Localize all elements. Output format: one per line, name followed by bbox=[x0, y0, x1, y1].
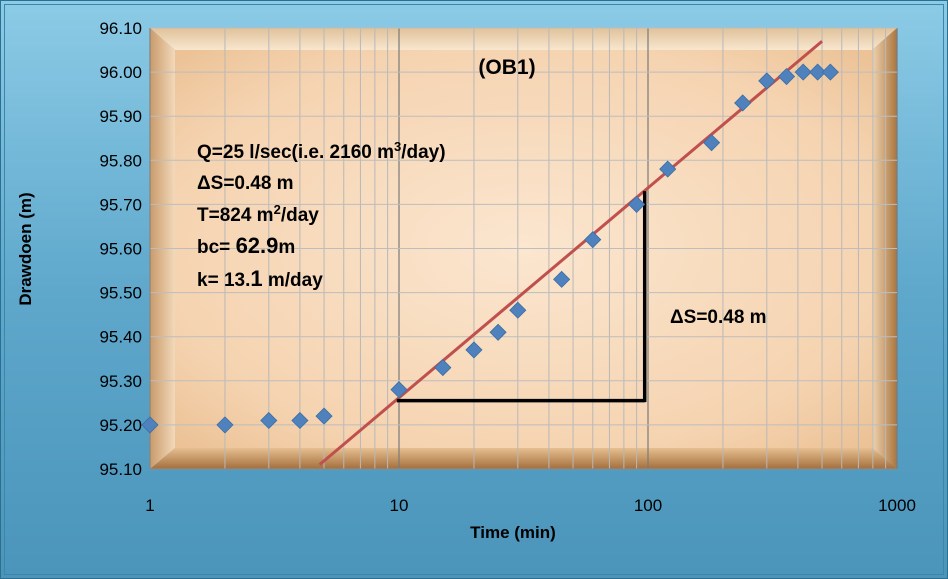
x-axis-title: Time (min) bbox=[470, 523, 556, 542]
y-tick-label: 95.60 bbox=[99, 240, 142, 259]
data-point bbox=[489, 323, 507, 341]
x-tick-label: 10 bbox=[390, 496, 409, 515]
x-tick-label: 1000 bbox=[878, 496, 916, 515]
bevel-bottom bbox=[150, 448, 897, 469]
y-tick-label: 95.40 bbox=[99, 328, 142, 347]
data-point bbox=[141, 416, 159, 434]
delta-marker-group bbox=[396, 191, 647, 403]
y-tick-label: 95.10 bbox=[99, 460, 142, 479]
annotation-k: k= 13.1 m/day bbox=[197, 266, 323, 291]
data-point bbox=[465, 341, 483, 359]
data-point bbox=[291, 411, 309, 430]
data-point bbox=[509, 301, 527, 319]
data-point bbox=[659, 160, 677, 178]
data-point bbox=[777, 67, 796, 86]
data-point bbox=[260, 411, 278, 430]
data-point bbox=[794, 63, 812, 81]
bevel-top bbox=[150, 28, 897, 50]
annotation-bc: bc= 62.9m bbox=[197, 233, 295, 258]
annotation-t: T=824 m2/day bbox=[197, 202, 319, 227]
y-tick-labels: 95.10 95.20 95.30 95.40 95.50 95.60 95.70 95.80… bbox=[99, 19, 142, 479]
y-tick-label: 95.30 bbox=[99, 372, 142, 391]
x-tick-labels: 1 10 100 1000 bbox=[145, 496, 916, 515]
chart-title: (OB1) bbox=[478, 56, 535, 79]
y-tick-label: 95.20 bbox=[99, 416, 142, 435]
data-point bbox=[584, 231, 602, 249]
fit-line-group bbox=[318, 40, 824, 466]
data-points bbox=[141, 63, 839, 434]
data-point bbox=[553, 270, 571, 288]
annotation-q: Q=25 l/sec(i.e. 2160 m3/day) bbox=[197, 139, 446, 164]
data-point bbox=[628, 195, 646, 213]
annotation-ds: ΔS=0.48 m bbox=[197, 173, 294, 194]
data-point bbox=[809, 63, 827, 81]
data-point bbox=[216, 416, 234, 434]
delta-s-label: ΔS=0.48 m bbox=[670, 307, 767, 328]
inner-frame-border bbox=[4, 4, 944, 575]
data-point bbox=[821, 63, 839, 81]
data-point bbox=[390, 381, 408, 399]
x-tick-label: 1 bbox=[145, 496, 154, 515]
data-point bbox=[734, 94, 752, 112]
data-point bbox=[315, 407, 333, 425]
y-tick-label: 95.90 bbox=[99, 107, 142, 126]
data-point bbox=[702, 134, 721, 152]
y-tick-label: 96.00 bbox=[99, 63, 142, 82]
data-point bbox=[758, 72, 776, 90]
y-tick-label: 95.50 bbox=[99, 284, 142, 303]
y-tick-label: 95.70 bbox=[99, 195, 142, 214]
y-tick-label: 96.10 bbox=[99, 19, 142, 38]
annotations: Q=25 l/sec(i.e. 2160 m3/day) ΔS=0.48 m T=8… bbox=[197, 139, 446, 292]
grid-lines bbox=[149, 27, 898, 470]
x-tick-label: 100 bbox=[634, 496, 662, 515]
data-point bbox=[434, 359, 452, 377]
fit-line bbox=[318, 40, 824, 466]
y-axis-title: Drawdoen (m) bbox=[16, 192, 35, 305]
y-tick-label: 95.80 bbox=[99, 151, 142, 170]
